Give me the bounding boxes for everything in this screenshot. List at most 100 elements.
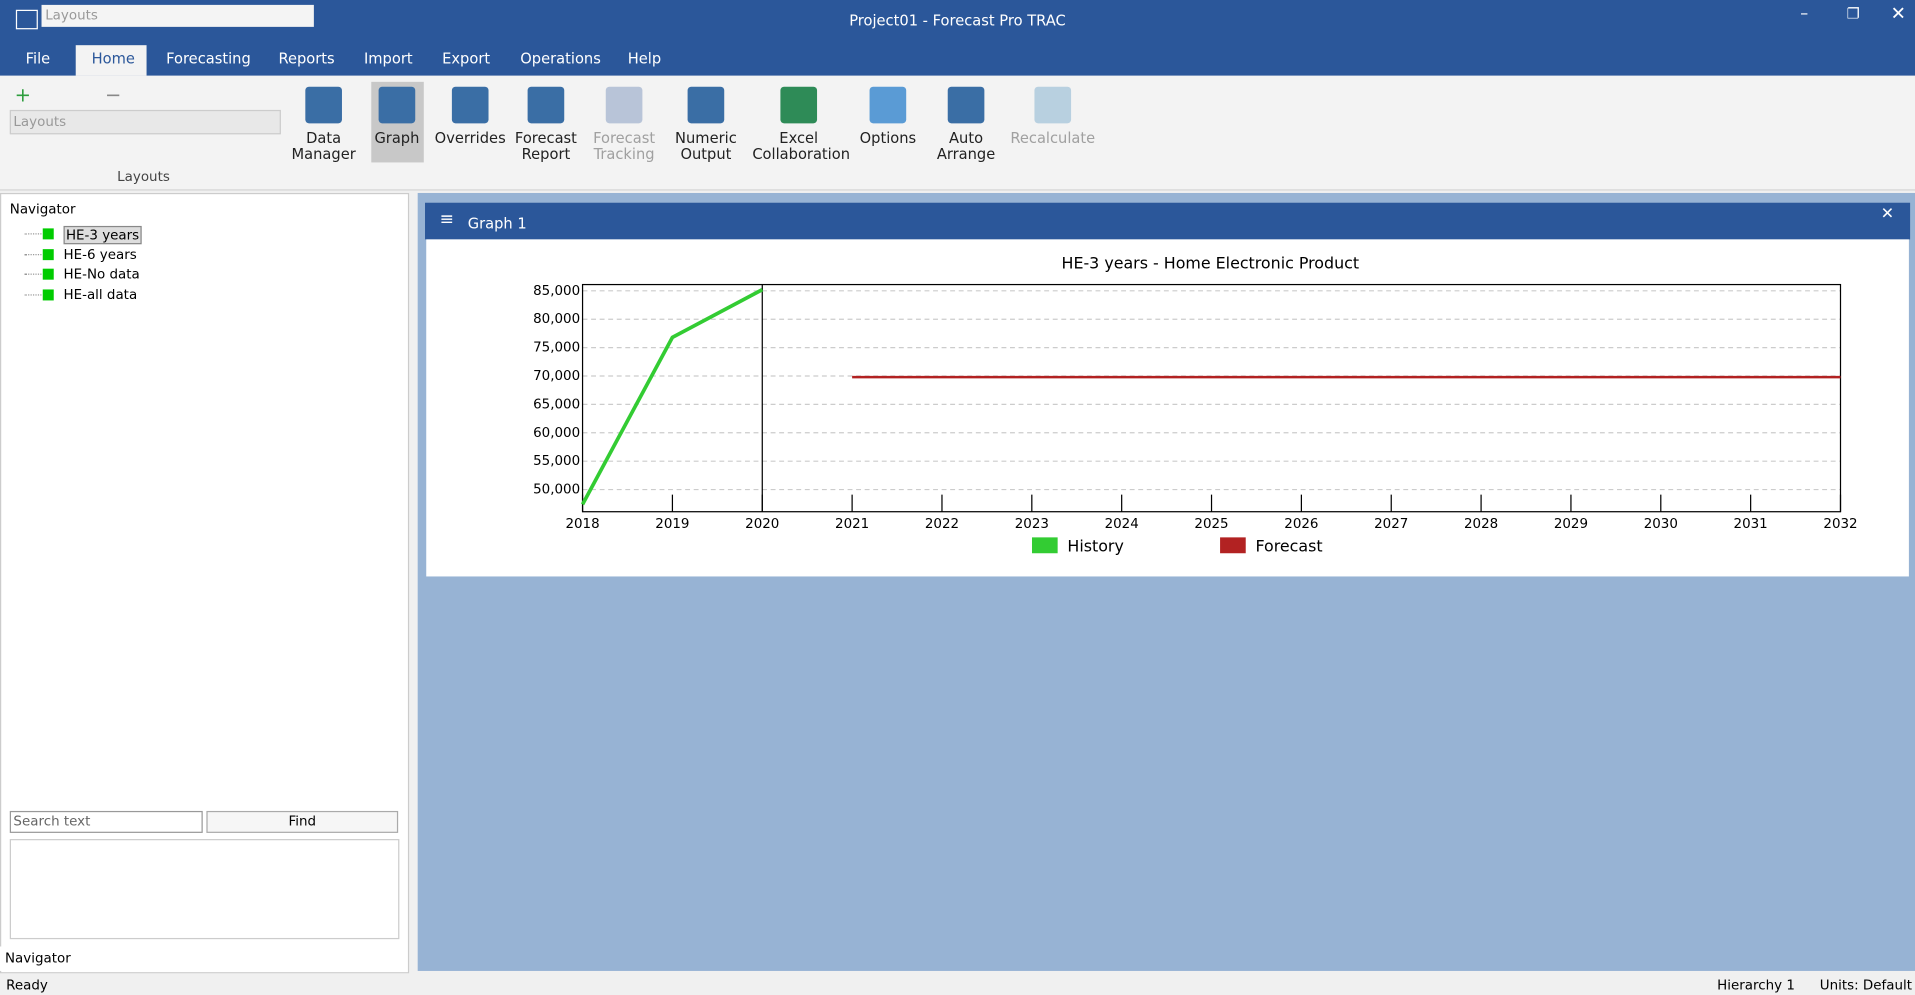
- status-hierarchy: Hierarchy 1: [1717, 977, 1795, 993]
- layout-combo[interactable]: Layouts: [41, 4, 314, 27]
- menu-tab[interactable]: Home: [91, 50, 135, 68]
- status-units: Units: Default: [1819, 977, 1912, 993]
- chart-title: HE-3 years - Home Electronic Product: [1062, 253, 1360, 272]
- add-icon[interactable]: +: [14, 83, 32, 107]
- tree-item[interactable]: HE-all data: [63, 286, 138, 303]
- ribbon-button[interactable]: Forecast Tracking: [578, 81, 671, 163]
- button-label: Recalculate: [1010, 129, 1096, 147]
- button-icon: [869, 86, 907, 124]
- graph-header: [425, 202, 1911, 240]
- tree-item[interactable]: HE-3 years: [63, 225, 142, 245]
- remove-icon[interactable]: −: [105, 83, 122, 107]
- menu-tab[interactable]: Import: [363, 50, 413, 68]
- y-tick-label: 60,000: [533, 426, 580, 441]
- button-icon: [947, 86, 985, 124]
- status-square: [42, 248, 54, 260]
- x-tick-label: 2026: [1284, 517, 1318, 532]
- x-tick-label: 2021: [835, 517, 869, 532]
- button-label: Forecast: [514, 129, 577, 147]
- series-line: [580, 288, 764, 506]
- button-icon: [1034, 86, 1072, 124]
- find-button[interactable]: Find: [206, 810, 399, 833]
- ribbon-button[interactable]: Graph: [351, 81, 444, 147]
- chart: HE-3 years - Home Electronic Product 50,…: [426, 239, 1909, 577]
- button-label: Numeric: [675, 129, 737, 147]
- button-icon: [527, 86, 565, 124]
- status-square: [42, 288, 54, 300]
- button-label: Forecast: [593, 129, 656, 147]
- menu-tab[interactable]: File: [25, 50, 51, 68]
- graph-menu-icon[interactable]: ≡: [439, 210, 454, 230]
- navigator-title: Navigator: [9, 201, 76, 218]
- menu-tab[interactable]: Help: [627, 50, 662, 68]
- search-results: [9, 839, 400, 940]
- ribbon-button[interactable]: Forecast Report: [500, 81, 593, 163]
- y-tick-label: 85,000: [533, 284, 580, 299]
- active-tab-bg: [75, 45, 147, 76]
- legend-swatch: [1031, 537, 1058, 554]
- x-tick-label: 2028: [1464, 517, 1498, 532]
- legend-label: Forecast: [1255, 537, 1322, 556]
- status-square: [42, 228, 54, 240]
- x-tick-label: 2020: [745, 517, 779, 532]
- status-ready: Ready: [6, 977, 48, 993]
- y-tick-label: 75,000: [533, 341, 580, 356]
- y-tick-label: 70,000: [533, 369, 580, 384]
- x-tick-label: 2025: [1194, 517, 1228, 532]
- tree-line: [24, 293, 42, 295]
- menu-tab[interactable]: Operations: [520, 50, 601, 68]
- menu-tab[interactable]: Forecasting: [166, 50, 251, 68]
- y-tick-label: 55,000: [533, 454, 580, 469]
- plot-frame: [581, 283, 1842, 513]
- x-tick-label: 2027: [1374, 517, 1408, 532]
- ribbon-button[interactable]: Recalculate: [1006, 81, 1099, 147]
- status-square: [42, 268, 54, 280]
- menu-tab[interactable]: Reports: [278, 50, 335, 68]
- ribbon-button[interactable]: Overrides: [424, 81, 517, 147]
- search-box[interactable]: Search text: [9, 810, 203, 833]
- window-title: Project01 - Forecast Pro TRAC: [849, 12, 1066, 30]
- ribbon-button[interactable]: Data Manager: [277, 81, 370, 163]
- tree-line: [24, 273, 42, 275]
- y-tick-label: 65,000: [533, 397, 580, 412]
- tree-line: [24, 233, 42, 235]
- button-icon: [605, 86, 643, 124]
- ribbon-button[interactable]: Excel Collaboration: [752, 81, 851, 163]
- graph-close[interactable]: ✕: [1880, 205, 1895, 224]
- y-tick-label: 50,000: [533, 483, 580, 498]
- button-label: Arrange: [936, 145, 996, 163]
- navigator-tab[interactable]: Navigator: [0, 946, 76, 971]
- button-label: Collaboration: [752, 145, 851, 163]
- x-tick-label: 2022: [925, 517, 959, 532]
- x-tick-label: 2019: [655, 517, 689, 532]
- button-label: Manager: [291, 145, 356, 163]
- x-tick-label: 2031: [1734, 517, 1768, 532]
- x-tick-label: 2032: [1823, 517, 1857, 532]
- x-tick-label: 2024: [1105, 517, 1139, 532]
- x-tick-label: 2029: [1554, 517, 1588, 532]
- ribbon-button[interactable]: Auto Arrange: [920, 81, 1013, 163]
- button-icon: [378, 86, 416, 124]
- x-tick-label: 2030: [1644, 517, 1678, 532]
- menu-tab[interactable]: Export: [442, 50, 491, 68]
- save-icon[interactable]: [15, 9, 38, 30]
- close-button[interactable]: ✕: [1890, 2, 1906, 25]
- tree-item[interactable]: HE-6 years: [63, 246, 137, 262]
- tree-item[interactable]: HE-No data: [63, 266, 140, 283]
- button-label: Data: [306, 129, 342, 147]
- layouts-combo[interactable]: Layouts: [9, 109, 281, 135]
- button-label: Tracking: [593, 145, 655, 163]
- x-tick-label: 2018: [565, 517, 599, 532]
- x-tick-label: 2023: [1015, 517, 1049, 532]
- button-icon: [687, 86, 725, 124]
- y-tick-label: 80,000: [533, 312, 580, 327]
- min-button[interactable]: –: [1800, 4, 1809, 24]
- restore-button[interactable]: ❐: [1846, 4, 1860, 22]
- button-label: Options: [859, 129, 917, 147]
- graph-title: Graph 1: [467, 214, 527, 233]
- button-label: Output: [680, 145, 732, 163]
- ribbon-button[interactable]: Numeric Output: [660, 81, 753, 163]
- ribbon-button[interactable]: Options: [841, 81, 934, 147]
